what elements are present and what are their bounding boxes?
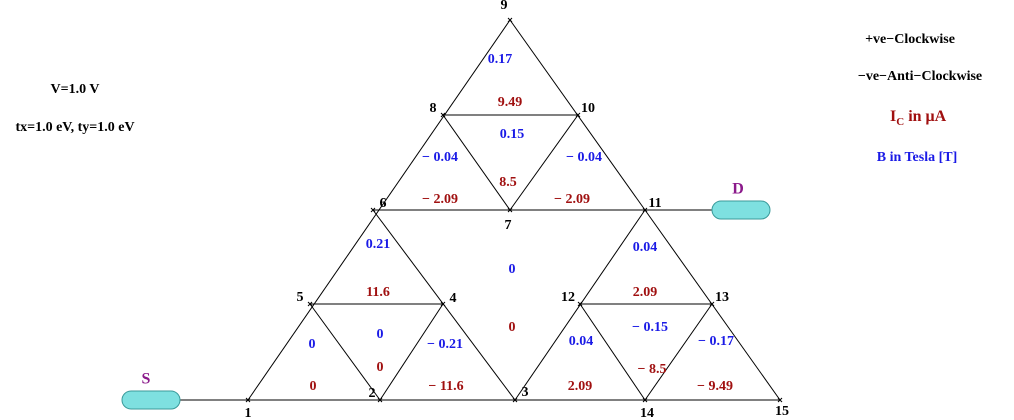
legend-anticlockwise: −ve−Anti−Clockwise <box>858 69 982 84</box>
hopping: tx=1.0 eV, ty=1.0 eV <box>15 120 134 135</box>
node-marker <box>709 301 715 307</box>
drain-lead <box>711 200 771 220</box>
node-label: 8 <box>430 101 437 116</box>
node-marker <box>245 397 251 403</box>
loop-current: 0 <box>509 320 516 335</box>
node-marker <box>642 207 648 213</box>
node-label: 11 <box>648 196 661 211</box>
node-label: 7 <box>505 218 512 233</box>
node-marker <box>507 17 513 23</box>
current-subscript: C <box>896 116 904 128</box>
node-marker <box>307 301 313 307</box>
loop-field: − 0.17 <box>698 334 734 349</box>
source-label: S <box>142 371 151 388</box>
drain-label: D <box>732 181 744 198</box>
node-marker <box>377 397 383 403</box>
loop-field: 0 <box>377 327 384 342</box>
loop-current: − 2.09 <box>554 192 590 207</box>
node-label: 10 <box>581 101 595 116</box>
loop-current: − 9.49 <box>697 379 733 394</box>
node-marker <box>512 397 518 403</box>
loop-current: 2.09 <box>633 285 658 300</box>
loop-current: 11.6 <box>366 285 390 300</box>
loop-field: 0 <box>509 262 516 277</box>
node-marker <box>440 301 446 307</box>
legend-field: B in Tesla [T] <box>877 150 958 165</box>
source-lead <box>121 390 181 410</box>
loop-field: 0.15 <box>500 127 525 142</box>
node-label: 5 <box>297 290 304 305</box>
node-marker <box>642 397 648 403</box>
loop-current: − 2.09 <box>422 192 458 207</box>
loop-current: − 11.6 <box>428 379 463 394</box>
loop-current: 0 <box>310 379 317 394</box>
loop-current: 0 <box>377 360 384 375</box>
node-label: 4 <box>450 291 457 306</box>
node-label: 9 <box>501 0 508 13</box>
node-label: 1 <box>245 406 252 420</box>
node-label: 12 <box>561 290 575 305</box>
loop-field: − 0.04 <box>566 150 602 165</box>
node-marker <box>575 112 581 118</box>
node-marker <box>370 207 376 213</box>
node-marker <box>777 397 783 403</box>
voltage: V=1.0 V <box>51 82 100 97</box>
node-label: 3 <box>522 385 529 400</box>
node-label: 6 <box>380 196 387 211</box>
node-label: 2 <box>369 386 376 401</box>
loop-field: 0.04 <box>569 334 594 349</box>
loop-current: − 8.5 <box>638 362 667 377</box>
loop-field: 0.04 <box>633 240 658 255</box>
loop-current: 8.5 <box>499 175 517 190</box>
node-label: 15 <box>775 404 789 419</box>
loop-field: 0 <box>309 337 316 352</box>
loop-current: 9.49 <box>498 95 523 110</box>
node-marker <box>577 301 583 307</box>
loop-field: − 0.04 <box>422 150 458 165</box>
loop-field: − 0.15 <box>632 320 668 335</box>
node-label: 13 <box>715 290 729 305</box>
node-marker <box>440 112 446 118</box>
legend-current: IC in μA <box>890 108 947 128</box>
node-marker <box>507 207 513 213</box>
loop-field: − 0.21 <box>427 337 463 352</box>
legend-clockwise: +ve−Clockwise <box>865 32 955 47</box>
current-symbol: I <box>890 108 896 125</box>
loop-field: 0.21 <box>366 237 391 252</box>
edges <box>180 19 781 401</box>
loop-field: 0.17 <box>488 52 513 67</box>
current-unit: in μA <box>908 108 946 125</box>
node-label: 14 <box>640 406 654 420</box>
loop-current: 2.09 <box>568 379 593 394</box>
